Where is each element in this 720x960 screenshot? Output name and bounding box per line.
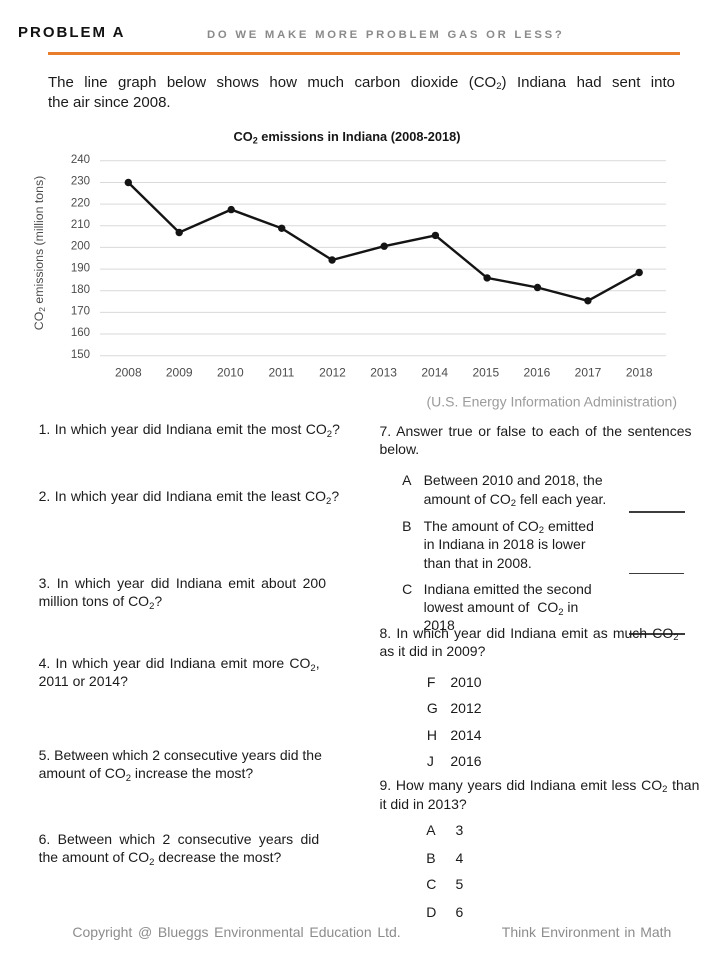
svg-text:2015: 2015 xyxy=(472,366,499,380)
svg-text:210: 210 xyxy=(71,219,90,231)
svg-text:2016: 2016 xyxy=(524,366,551,380)
svg-text:2011: 2011 xyxy=(268,366,294,380)
svg-text:2013: 2013 xyxy=(370,366,397,380)
svg-text:2012: 2012 xyxy=(319,366,346,380)
svg-text:240: 240 xyxy=(71,154,90,166)
svg-text:160: 160 xyxy=(71,327,90,339)
svg-text:180: 180 xyxy=(71,284,90,296)
svg-text:2009: 2009 xyxy=(166,366,193,380)
svg-text:(U.S. Energy Information Admin: (U.S. Energy Information Administration) xyxy=(426,394,677,410)
svg-text:170: 170 xyxy=(71,306,90,318)
svg-text:CO2 emissions in Indiana (2008: CO2 emissions in Indiana (2008-2018) xyxy=(234,129,461,146)
svg-text:2014: 2014 xyxy=(421,366,448,380)
svg-text:200: 200 xyxy=(71,241,90,253)
svg-text:2018: 2018 xyxy=(626,366,653,380)
svg-text:230: 230 xyxy=(71,176,90,188)
svg-text:2008: 2008 xyxy=(115,366,142,380)
svg-text:CO2 emissions (million tons): CO2 emissions (million tons) xyxy=(32,176,47,330)
svg-text:190: 190 xyxy=(71,262,90,274)
svg-text:2010: 2010 xyxy=(217,366,244,380)
svg-text:2017: 2017 xyxy=(575,366,602,380)
svg-text:220: 220 xyxy=(71,197,90,209)
svg-text:150: 150 xyxy=(71,349,90,361)
